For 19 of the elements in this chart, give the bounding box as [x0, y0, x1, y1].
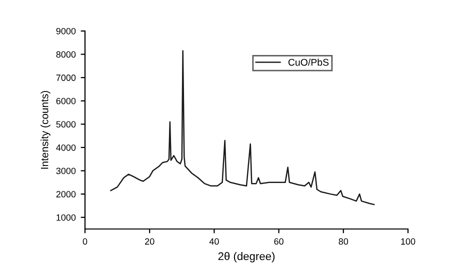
y-tick-label: 8000 — [56, 51, 76, 58]
y-tick-label: 7000 — [56, 74, 76, 81]
legend-label: CuO/PbS — [288, 58, 329, 66]
y-tick-label: 9000 — [56, 28, 76, 34]
y-tick-label: 5000 — [56, 121, 76, 128]
x-tick-label: 80 — [338, 238, 348, 245]
x-tick-label: 40 — [209, 238, 219, 245]
y-tick-label: 4000 — [56, 144, 76, 151]
y-axis-title: Intensity (counts) — [40, 90, 50, 169]
line-series — [110, 50, 375, 206]
y-tick-label: 1000 — [56, 214, 76, 221]
x-tick-label: 20 — [145, 238, 154, 245]
x-tick-label: 60 — [274, 238, 284, 245]
y-tick-label: 3000 — [56, 168, 76, 174]
x-axis-title: 2θ (degree) — [218, 252, 275, 262]
y-tick-label: 6000 — [56, 98, 76, 104]
x-tick-label: 0 — [82, 238, 88, 245]
y-tick-label: 2000 — [56, 191, 76, 198]
x-tick-label: 100 — [401, 238, 416, 245]
